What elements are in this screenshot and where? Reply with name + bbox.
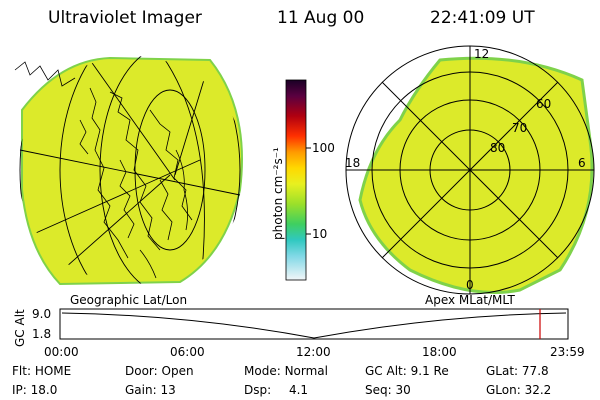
info-seq: Seq: 30 [365, 383, 411, 397]
info-flt: Flt: HOME [12, 364, 71, 378]
seq-label: Seq: [365, 383, 392, 397]
glat-label: GLat: [486, 364, 519, 378]
ip-label: IP: [12, 383, 27, 397]
colorbar-unit-label: photon cm⁻²s⁻¹ [271, 147, 285, 240]
altitude-tick-low: 1.8 [32, 327, 52, 341]
seq-value: 30 [395, 383, 411, 397]
info-dsp: Dsp: 4.1 [244, 383, 308, 397]
mlt-label-18: 18 [345, 156, 361, 170]
info-door: Door: Open [125, 364, 194, 378]
gcalt-label: GC Alt: [365, 364, 407, 378]
instrument-title: Ultraviolet Imager [48, 8, 202, 28]
info-gain: Gain: 13 [125, 383, 176, 397]
flt-label: Flt: [12, 364, 31, 378]
mode-value: Normal [284, 364, 328, 378]
colorbar-tick-100: 100 [312, 141, 335, 155]
time-tick-0600: 06:00 [170, 345, 205, 359]
altitude-tick-high: 9.0 [32, 307, 52, 321]
coastline-outlines [14, 61, 193, 279]
mlat-label-70: 70 [512, 121, 528, 135]
altitude-timeline [59, 308, 569, 340]
dsp-label: Dsp: [244, 383, 272, 397]
mlt-label-6: 6 [578, 156, 586, 170]
glat-value: 77.8 [521, 364, 549, 378]
info-gcalt: GC Alt: 9.1 Re [365, 364, 449, 378]
door-value: Open [161, 364, 194, 378]
info-glat: GLat: 77.8 [486, 364, 549, 378]
altitude-curve [61, 312, 567, 339]
gain-value: 13 [160, 383, 176, 397]
mlat-label-60: 60 [536, 97, 552, 111]
apex-map-label: Apex MLat/MLT [425, 293, 515, 307]
time-tick-2359: 23:59 [550, 345, 585, 359]
mlt-label-0: 0 [466, 278, 474, 292]
time-tick-1800: 18:00 [422, 345, 457, 359]
image-date: 11 Aug 00 [277, 8, 365, 28]
info-glon: GLon: 32.2 [486, 383, 551, 397]
info-mode: Mode: Normal [244, 364, 328, 378]
flt-value: HOME [34, 364, 72, 378]
altitude-axis-label: GC Alt [13, 309, 27, 347]
gcalt-value: 9.1 Re [410, 364, 449, 378]
geographic-map [14, 45, 595, 295]
mlt-label-12: 12 [474, 47, 490, 61]
apex-grid [345, 45, 595, 295]
time-tick-0000: 00:00 [44, 345, 79, 359]
info-ip: IP: 18.0 [12, 383, 57, 397]
geographic-aurora-image [21, 56, 243, 286]
mlat-label-80: 80 [490, 141, 506, 155]
door-label: Door: [125, 364, 158, 378]
mode-label: Mode: [244, 364, 281, 378]
glon-value: 32.2 [524, 383, 552, 397]
image-time: 22:41:09 UT [430, 8, 535, 28]
glon-label: GLon: [486, 383, 521, 397]
gain-label: Gain: [125, 383, 157, 397]
geographic-map-label: Geographic Lat/Lon [70, 293, 188, 307]
colorbar-tick-10: 10 [312, 227, 328, 241]
colorbar [285, 79, 311, 281]
time-tick-1200: 12:00 [296, 345, 331, 359]
dsp-value: 4.1 [288, 383, 309, 397]
ip-value: 18.0 [30, 383, 58, 397]
